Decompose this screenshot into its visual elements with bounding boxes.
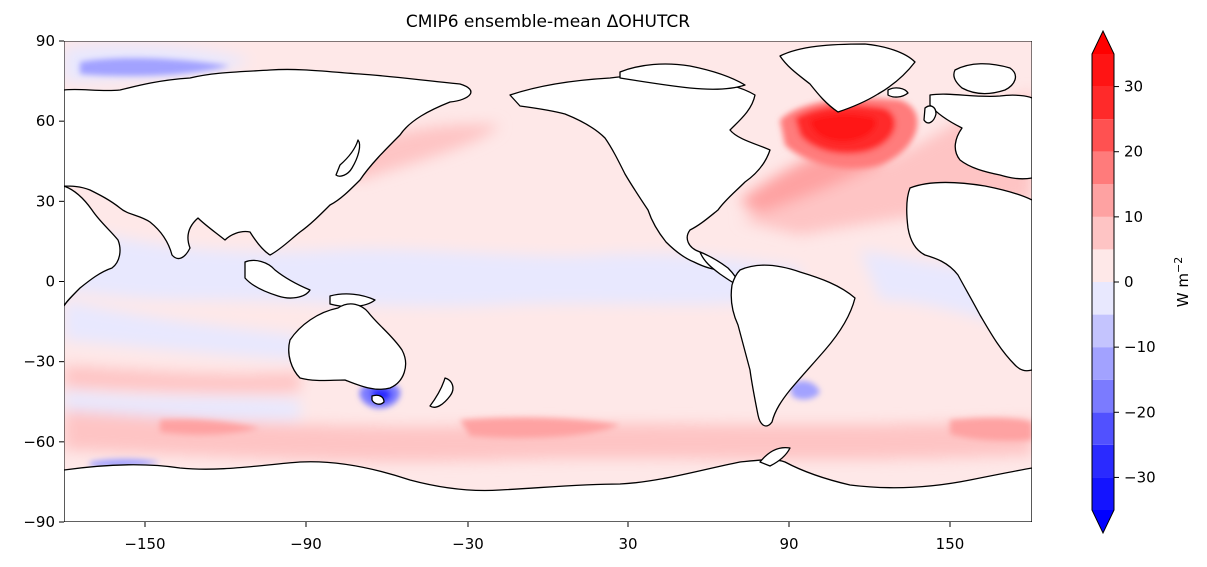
colorbar-segment (1092, 477, 1114, 510)
cooling-band-tropical-pacific (64, 225, 800, 307)
warming-southern-ocean-stronger (460, 417, 620, 438)
warming-southern-ocean-east (950, 417, 1032, 441)
y-tick-label: 30 (36, 192, 55, 210)
land-australia (288, 303, 407, 390)
land-greenland (779, 43, 916, 113)
x-tick-label: 30 (618, 535, 637, 553)
land-canadian-archipelago (619, 63, 746, 90)
colorbar-segment (1092, 282, 1114, 315)
land-uk (923, 105, 937, 124)
colorbar-extend-min (1092, 510, 1114, 533)
land-japan (335, 139, 361, 177)
land-africa (906, 181, 1032, 372)
colorbar-segment (1092, 412, 1114, 445)
colorbar-tick-label: −30 (1124, 468, 1156, 486)
x-axis: −150 −90 −30 30 90 150 (124, 522, 964, 553)
land-europe (929, 93, 1032, 180)
colorbar-segment (1092, 119, 1114, 152)
land-maritime-continent (244, 259, 311, 299)
colorbar-tick-label: 0 (1124, 273, 1134, 291)
y-tick-label: −60 (23, 433, 55, 451)
y-tick-label: −30 (23, 353, 55, 371)
land-antarctic-peninsula (759, 446, 791, 467)
warming-band-south-indian (64, 365, 300, 393)
land-new-zealand (429, 377, 454, 408)
y-tick-label: 60 (36, 112, 55, 130)
land-south-america (730, 264, 856, 427)
colorbar-unit: W m (1174, 273, 1192, 307)
cooling-band-indian (64, 300, 300, 360)
warming-subpolar-peak (810, 113, 876, 142)
x-tick-label: 90 (779, 535, 798, 553)
land-antarctica (64, 459, 1032, 522)
colorbar-segment (1092, 151, 1114, 185)
land-scandinavia (953, 63, 1017, 95)
y-tick-label: 90 (36, 32, 55, 50)
colorbar-segment (1092, 216, 1114, 250)
colorbar-segment (1092, 54, 1114, 87)
colorbar-unit-exponent: −2 (1172, 257, 1185, 273)
cooling-arctic-edge (80, 58, 230, 76)
colorbar-segment (1092, 444, 1114, 478)
x-tick-label: −30 (452, 535, 484, 553)
colorbar-outline (1091, 29, 1115, 535)
y-tick-label: −90 (23, 513, 55, 531)
warming-southern-ocean-west (160, 419, 260, 435)
colorbar-segment (1092, 314, 1114, 348)
colorbar-tick-label: −20 (1124, 403, 1156, 421)
cooling-brazil-malvinas (790, 380, 820, 400)
colorbar-tick-label: −10 (1124, 338, 1156, 356)
colorbar-tick-label: 10 (1124, 208, 1143, 226)
land-arabia-india (64, 185, 121, 307)
y-axis: 90 60 30 0 −30 −60 −90 (23, 32, 64, 531)
x-tick-label: −90 (290, 535, 322, 553)
colorbar-label-text: W m−2 (1172, 257, 1192, 307)
colorbar-segment (1092, 347, 1114, 380)
colorbar-segment (1092, 86, 1114, 120)
land-new-guinea (329, 293, 376, 308)
colorbar-tick-label: 30 (1124, 78, 1143, 96)
map-panel (64, 41, 1032, 522)
colorbar-tick-label: 20 (1124, 143, 1143, 161)
colorbar-segment (1092, 379, 1114, 413)
colorbar-segment (1092, 184, 1114, 217)
y-tick-label: 0 (45, 273, 55, 291)
x-tick-label: −150 (124, 535, 165, 553)
land-tasmania (371, 394, 385, 405)
continents (64, 43, 1032, 522)
colorbar-extend-max (1092, 31, 1114, 54)
cooling-band-south-indian (64, 390, 300, 420)
colorbar-label: W m−2 (1172, 257, 1192, 307)
chart-title: CMIP6 ensemble-mean ΔOHUTCR (406, 12, 690, 32)
colorbar-segment (1092, 249, 1114, 282)
land-iceland (887, 87, 909, 98)
colorbar: 30 20 10 0 −10 −20 −30 (1091, 29, 1156, 535)
x-tick-label: 150 (936, 535, 965, 553)
land-asia-west (64, 68, 472, 260)
